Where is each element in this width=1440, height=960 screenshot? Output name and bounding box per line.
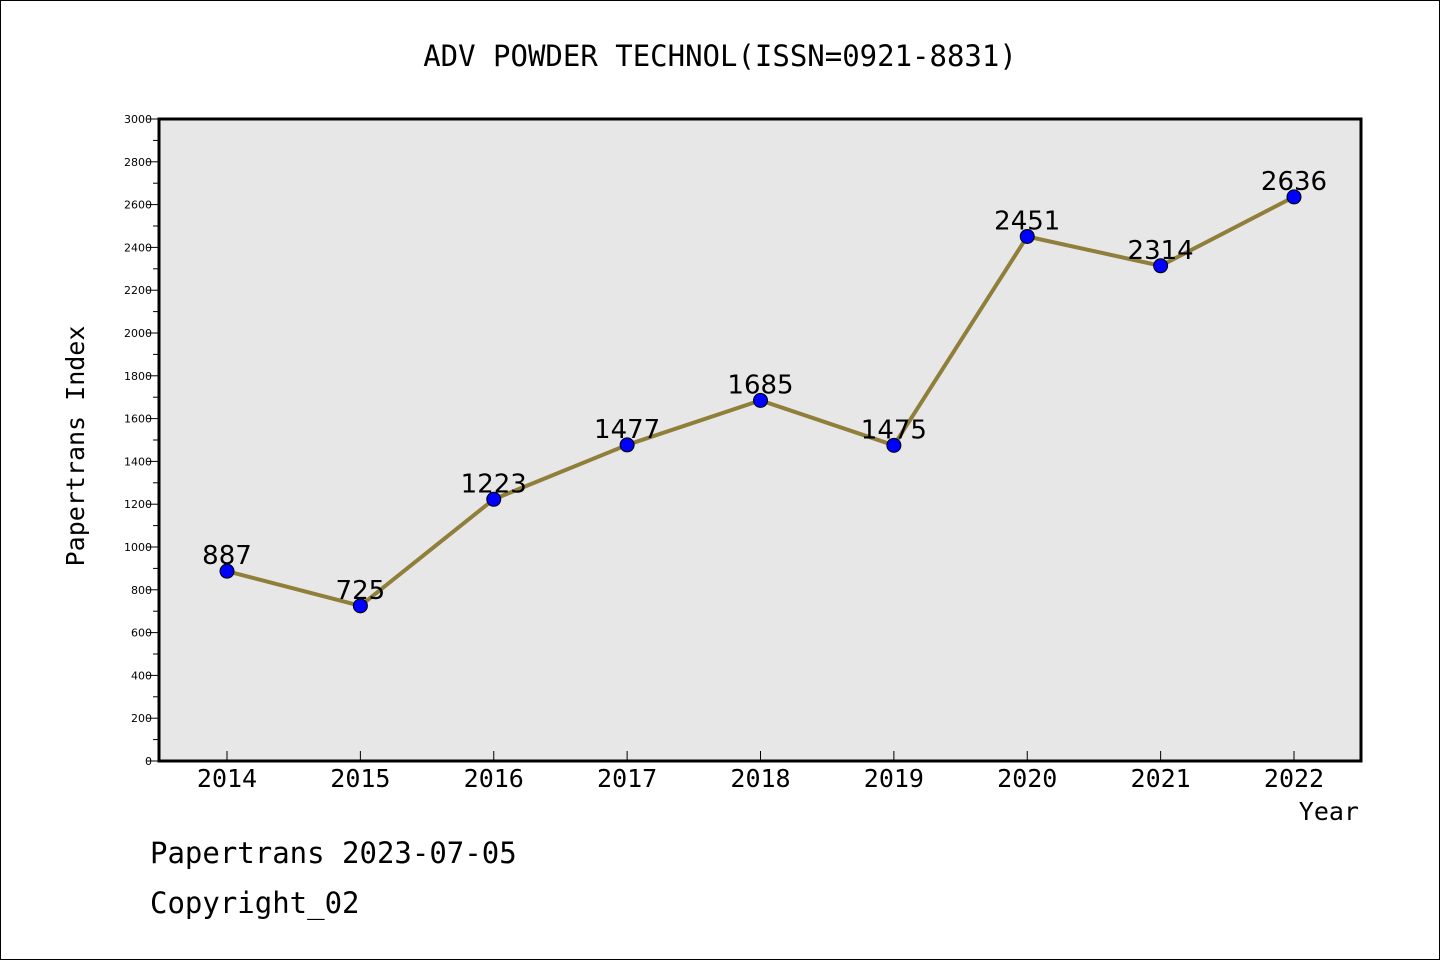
footer-date: Papertrans 2023-07-05 bbox=[150, 836, 517, 870]
y-tick-label: 0 bbox=[145, 755, 152, 768]
y-tick-label: 400 bbox=[131, 669, 152, 682]
x-tick-label: 2018 bbox=[730, 764, 790, 793]
y-tick-label: 1800 bbox=[124, 370, 152, 383]
y-tick-label: 1600 bbox=[124, 413, 152, 426]
data-series: 887 725 1223 1477 1685 1475 2451 2314 2636 bbox=[202, 167, 1327, 614]
y-tick-label: 2000 bbox=[124, 327, 152, 340]
x-tick-label: 2017 bbox=[597, 764, 657, 793]
data-label: 2636 bbox=[1261, 167, 1327, 197]
data-point bbox=[352, 598, 368, 614]
data-point bbox=[619, 437, 635, 453]
data-label: 1223 bbox=[461, 469, 527, 499]
data-point bbox=[886, 437, 902, 453]
data-point bbox=[1153, 258, 1169, 274]
data-label: 1685 bbox=[727, 370, 793, 400]
chart-title: ADV POWDER TECHNOL(ISSN=0921-8831) bbox=[423, 39, 1017, 73]
x-tick-label: 2019 bbox=[864, 764, 924, 793]
y-tick-label: 3000 bbox=[124, 113, 152, 126]
x-axis-label: Year bbox=[1299, 797, 1359, 826]
data-label: 725 bbox=[336, 576, 386, 606]
footer-copyright: Copyright_02 bbox=[150, 886, 360, 920]
data-label: 2451 bbox=[994, 206, 1060, 236]
x-tick-label: 2016 bbox=[464, 764, 524, 793]
x-tick-label: 2014 bbox=[197, 764, 257, 793]
y-tick-label: 1200 bbox=[124, 498, 152, 511]
data-point bbox=[486, 491, 502, 507]
y-axis: 0 200 400 600 800 1000 1200 1400 1600 1800 2000 220… bbox=[124, 113, 159, 768]
y-tick-label: 2400 bbox=[124, 241, 152, 254]
y-tick-label: 2800 bbox=[124, 156, 152, 169]
y-tick-label: 1400 bbox=[124, 455, 152, 468]
y-tick-label: 800 bbox=[131, 584, 152, 597]
data-point bbox=[753, 392, 768, 408]
x-tick-label: 2020 bbox=[997, 764, 1057, 793]
data-label: 2314 bbox=[1128, 236, 1194, 266]
y-axis-label: Papertrans Index bbox=[61, 326, 90, 567]
data-label: 887 bbox=[202, 541, 252, 571]
x-axis: 2014 2015 2016 2017 2018 2019 2020 2021 2022 bbox=[197, 751, 1324, 793]
y-tick-label: 2600 bbox=[124, 199, 152, 212]
x-tick-label: 2021 bbox=[1131, 764, 1191, 793]
data-label: 1475 bbox=[861, 415, 927, 445]
data-label: 1477 bbox=[594, 415, 660, 445]
data-point bbox=[219, 563, 235, 579]
y-tick-label: 2200 bbox=[124, 284, 152, 297]
x-tick-label: 2022 bbox=[1264, 764, 1324, 793]
x-tick-label: 2015 bbox=[330, 764, 390, 793]
data-point bbox=[1019, 228, 1035, 244]
y-tick-label: 200 bbox=[131, 712, 152, 725]
y-tick-label: 600 bbox=[131, 627, 152, 640]
data-point bbox=[1286, 189, 1302, 205]
y-tick-label: 1000 bbox=[124, 541, 152, 554]
plot-area bbox=[157, 117, 1363, 763]
